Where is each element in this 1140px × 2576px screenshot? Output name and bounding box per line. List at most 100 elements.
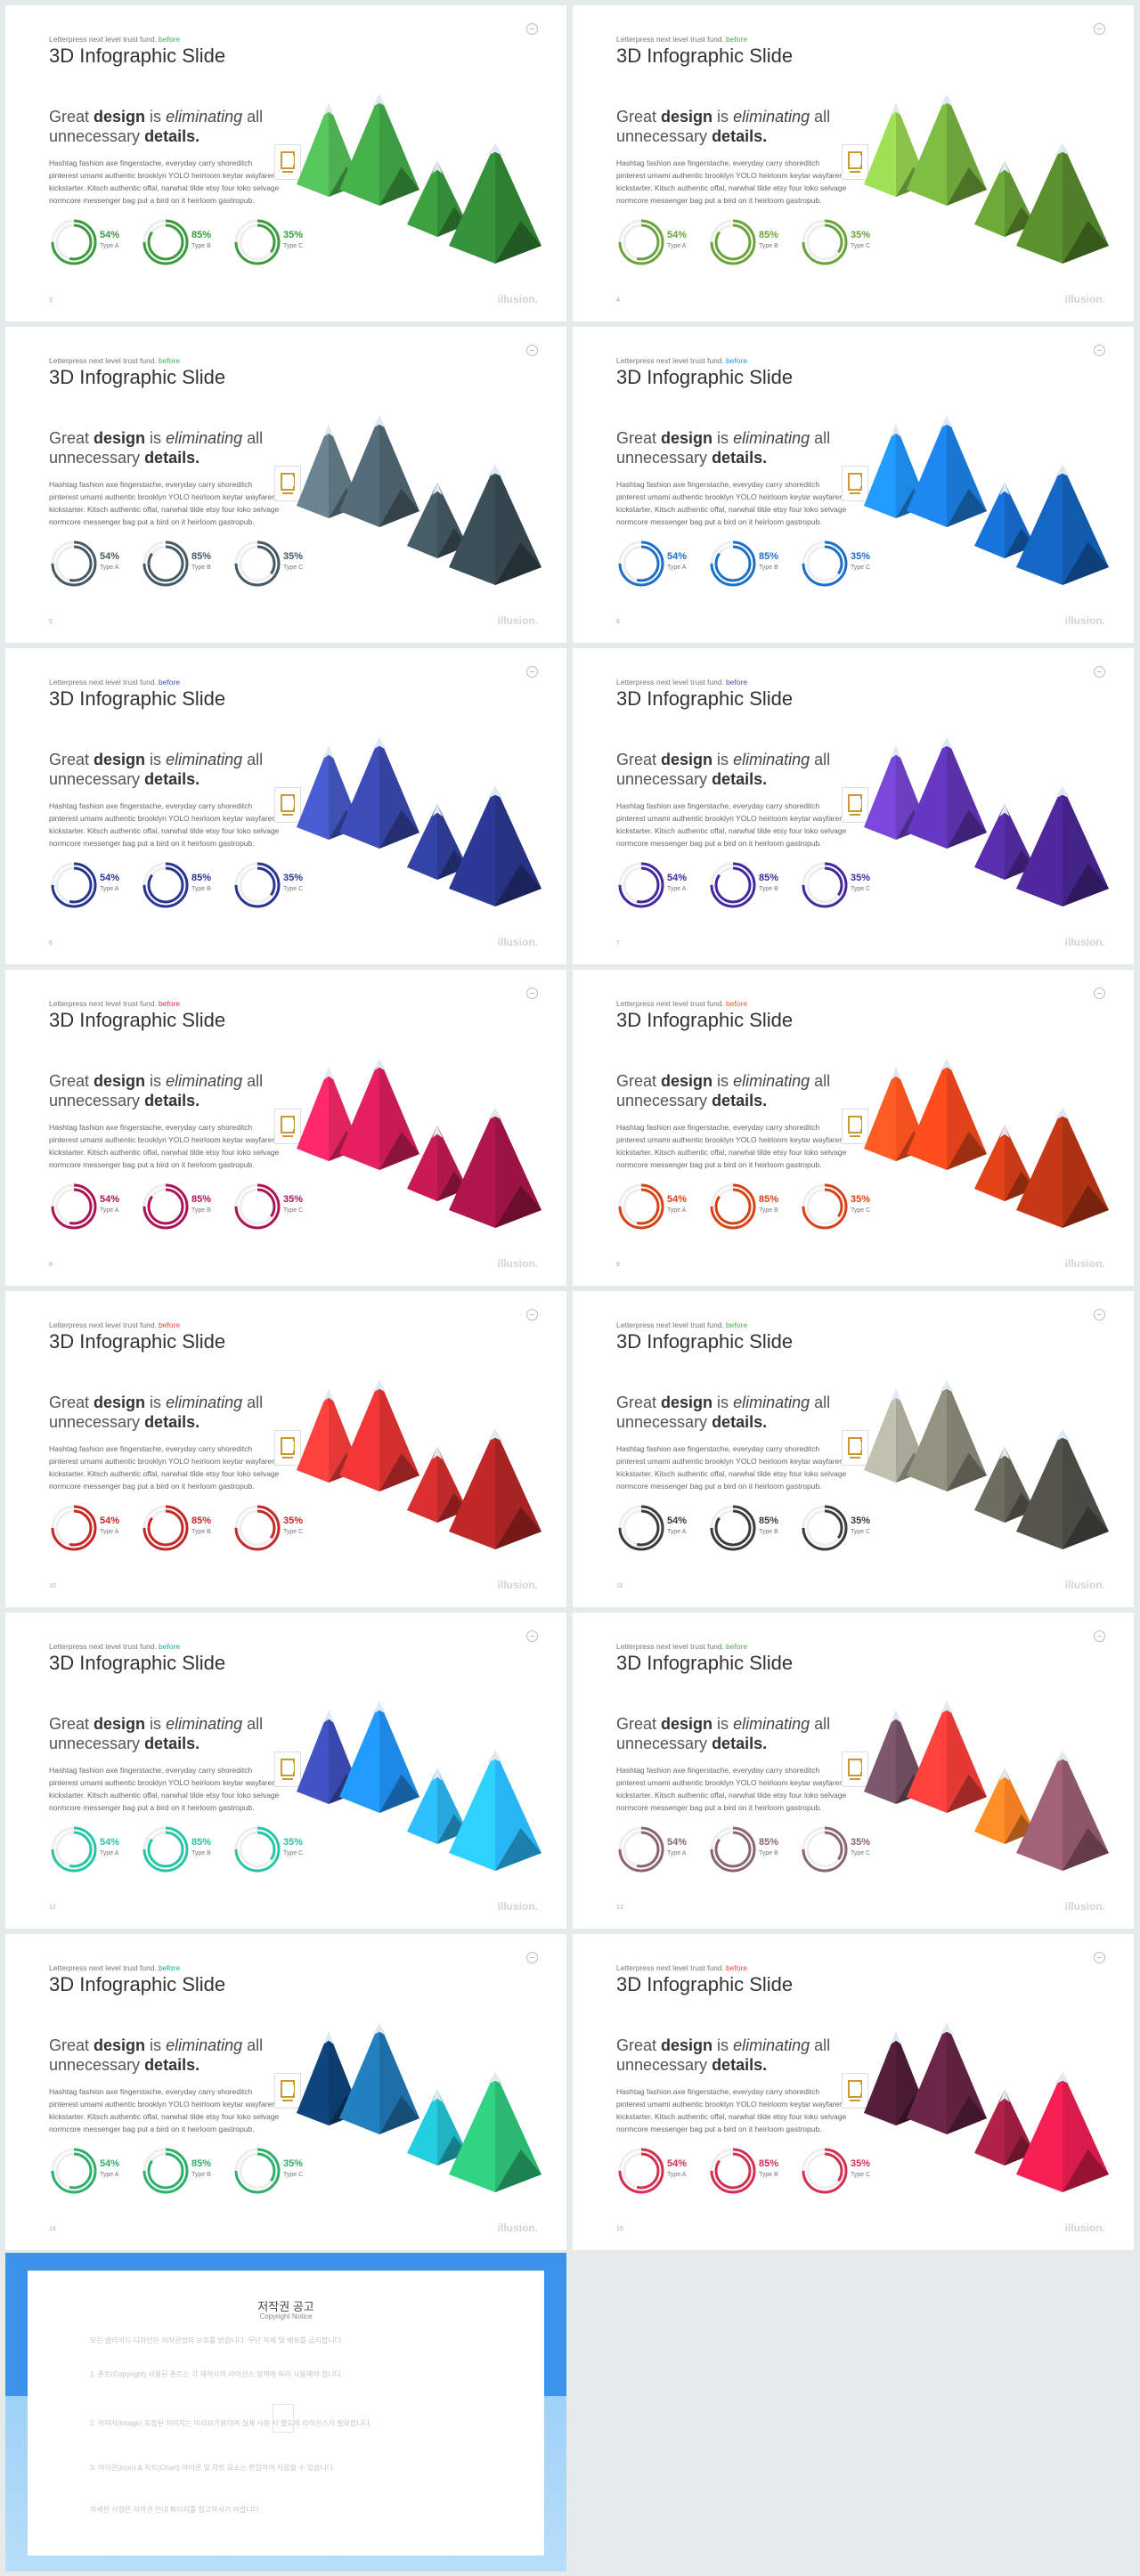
headline-text: all bbox=[242, 2036, 264, 2054]
mountains-illustration bbox=[297, 416, 542, 585]
percent-label: Type A bbox=[100, 565, 119, 571]
percent-value: 35% bbox=[851, 1516, 871, 1526]
mountain-snowcap bbox=[372, 1059, 387, 1071]
mountain-snowcap bbox=[432, 804, 443, 817]
slide-card[interactable]: Letterpress next level trust fund. before… bbox=[5, 1291, 566, 1607]
progress-ring bbox=[234, 862, 281, 908]
slide-card[interactable]: Letterpress next level trust fund. before… bbox=[5, 1934, 566, 2250]
slide-card[interactable]: Letterpress next level trust fund. before… bbox=[573, 970, 1134, 1286]
progress-ring bbox=[234, 2148, 281, 2194]
mountain-face bbox=[449, 1751, 495, 1871]
brand-wordmark: illusion. bbox=[1064, 1900, 1105, 1913]
headline-text: Great bbox=[616, 1072, 662, 1090]
percent-label: Type A bbox=[667, 886, 687, 892]
headline-text: all bbox=[810, 1715, 831, 1733]
headline-text: unnecessary bbox=[616, 770, 712, 788]
mountains-wrap bbox=[295, 1380, 549, 1554]
mountain-shadow bbox=[495, 1828, 542, 1871]
headline-text: unnecessary bbox=[49, 2056, 145, 2074]
slide-title: 3D Infographic Slide bbox=[49, 1973, 226, 1995]
slide-kicker: Letterpress next level trust fund. before bbox=[616, 1642, 747, 1651]
mountain-shadow bbox=[495, 542, 542, 585]
percent-value: 85% bbox=[191, 1837, 212, 1848]
headline-text: Great bbox=[616, 751, 662, 768]
percent-value: 54% bbox=[667, 873, 688, 883]
slide-card[interactable]: Letterpress next level trust fund. before… bbox=[573, 1613, 1134, 1929]
percent-label: Type C bbox=[283, 243, 304, 249]
mountain-shadow bbox=[437, 1814, 468, 1844]
slide-card[interactable]: Letterpress next level trust fund. before… bbox=[573, 327, 1134, 643]
slide-kicker: Letterpress next level trust fund. before bbox=[616, 678, 747, 687]
mountains-illustration bbox=[864, 1380, 1109, 1549]
page-number: 13 bbox=[616, 1905, 623, 1911]
mountain-face bbox=[1016, 1751, 1063, 1871]
mountains-wrap bbox=[862, 416, 1116, 589]
slide-card[interactable]: Letterpress next level trust fund. before… bbox=[573, 5, 1134, 321]
mountain-face bbox=[407, 1768, 437, 1844]
slide-card[interactable]: Letterpress next level trust fund. before… bbox=[5, 648, 566, 964]
percent-item: 54% Type A bbox=[49, 1824, 138, 1878]
mountain-snowcap bbox=[890, 2032, 902, 2044]
headline-text: unnecessary bbox=[616, 449, 712, 467]
progress-ring bbox=[234, 219, 281, 265]
kicker-text: Letterpress next level trust fund. bbox=[49, 1642, 157, 1651]
percent-label: Type A bbox=[667, 2172, 687, 2178]
copyright-subtitle: Copyright Notice bbox=[259, 2312, 313, 2320]
percent-label: Type C bbox=[851, 1529, 871, 1535]
copyright-card: 저작권 공고 Copyright Notice 모든 슬라이드 디자인은 저작권… bbox=[28, 2271, 544, 2556]
slide-card[interactable]: Letterpress next level trust fund. before… bbox=[5, 1613, 566, 1929]
slide-card[interactable]: Letterpress next level trust fund. before… bbox=[5, 5, 566, 321]
minus-circle-icon bbox=[526, 987, 538, 999]
percent-label: Type B bbox=[759, 565, 778, 571]
slide-card[interactable]: Letterpress next level trust fund. before… bbox=[573, 648, 1134, 964]
minus-circle-icon bbox=[1094, 1630, 1105, 1642]
percent-item: 35% Type C bbox=[232, 1182, 322, 1235]
headline-emphasis: design bbox=[94, 108, 146, 126]
mountain-face bbox=[297, 1711, 329, 1804]
percent-label: Type B bbox=[191, 243, 211, 249]
mountain-face bbox=[449, 465, 495, 585]
mountain-shadow bbox=[379, 488, 419, 527]
slide-body-text: Hashtag fashion axe fingerstache, everyd… bbox=[49, 1123, 280, 1169]
mountain-snowcap bbox=[432, 1768, 443, 1781]
headline-text: unnecessary bbox=[49, 1092, 145, 1109]
slide-body-text: Hashtag fashion axe fingerstache, everyd… bbox=[616, 1444, 847, 1491]
mountains-illustration bbox=[864, 416, 1109, 585]
slide-card[interactable]: Letterpress next level trust fund. before… bbox=[5, 327, 566, 643]
headline-emphasis: design bbox=[661, 2036, 713, 2054]
slide-card[interactable]: Letterpress next level trust fund. before… bbox=[573, 1934, 1134, 2250]
mountain-snowcap bbox=[372, 1702, 387, 1714]
mountain-shadow bbox=[495, 221, 542, 264]
slide-card[interactable]: Letterpress next level trust fund. before… bbox=[5, 970, 566, 1286]
headline-text: all bbox=[810, 1072, 831, 1090]
mountain-face bbox=[1016, 2072, 1063, 2192]
mountain-face bbox=[1016, 465, 1063, 585]
mountain-face bbox=[449, 143, 495, 264]
mountains-wrap bbox=[862, 94, 1116, 268]
brand-wordmark: illusion. bbox=[497, 614, 538, 627]
slide-headline: Great design is eliminating all unnecessa… bbox=[49, 428, 263, 467]
progress-ring bbox=[51, 219, 97, 265]
headline-text: is bbox=[712, 751, 734, 768]
percent-value: 85% bbox=[759, 551, 779, 562]
mountain-snowcap bbox=[432, 483, 443, 495]
headline-text: all bbox=[810, 108, 831, 126]
percent-label: Type B bbox=[759, 1850, 778, 1857]
kicker-keyword: before bbox=[158, 1321, 181, 1329]
mountain-snowcap bbox=[1054, 1108, 1071, 1120]
mountains-illustration bbox=[297, 737, 542, 906]
percent-item: 54% Type A bbox=[49, 539, 138, 592]
minus-circle-icon bbox=[526, 1952, 538, 1963]
headline-emphasis: details. bbox=[712, 1092, 768, 1109]
mountain-shadow bbox=[495, 1507, 542, 1549]
mountain-snowcap bbox=[890, 746, 902, 759]
percent-label: Type B bbox=[759, 243, 778, 249]
brand-wordmark: illusion. bbox=[1064, 293, 1105, 305]
slide-card[interactable]: Letterpress next level trust fund. before… bbox=[573, 1291, 1134, 1607]
kicker-text: Letterpress next level trust fund. bbox=[616, 1642, 724, 1651]
minus-circle-icon bbox=[1094, 1309, 1105, 1321]
mountain-face bbox=[449, 1429, 495, 1549]
mountain-shadow bbox=[1063, 864, 1109, 906]
progress-ring bbox=[142, 540, 189, 587]
percent-item: 85% Type B bbox=[141, 1182, 230, 1235]
